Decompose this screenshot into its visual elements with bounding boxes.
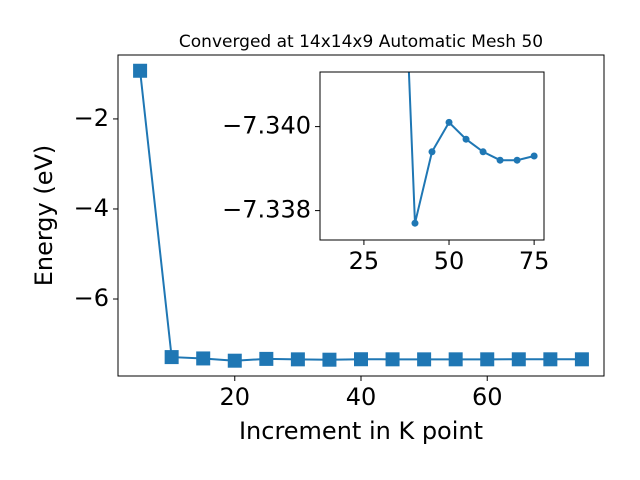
x-axis-label: Increment in K point bbox=[239, 417, 483, 445]
x-tick-label: 60 bbox=[472, 383, 503, 411]
data-marker bbox=[574, 352, 589, 367]
data-marker bbox=[290, 352, 305, 367]
y-tick-label: −4 bbox=[74, 194, 109, 222]
data-marker bbox=[480, 352, 495, 367]
x-tick-label: 25 bbox=[349, 247, 380, 275]
data-marker bbox=[196, 351, 211, 366]
data-marker bbox=[322, 352, 337, 367]
data-marker bbox=[513, 156, 521, 164]
data-marker bbox=[530, 152, 538, 160]
x-tick-label: 40 bbox=[346, 383, 377, 411]
data-marker bbox=[354, 352, 368, 367]
data-marker bbox=[511, 352, 526, 367]
axes-frame bbox=[117, 54, 605, 377]
y-tick-label: −7.340 bbox=[222, 112, 311, 140]
data-marker bbox=[445, 118, 453, 126]
data-marker bbox=[462, 135, 470, 143]
y-axis-label: Energy (eV) bbox=[30, 145, 58, 287]
x-tick-label: 20 bbox=[219, 383, 250, 411]
data-marker bbox=[227, 353, 242, 368]
data-marker bbox=[411, 219, 419, 227]
x-tick-label: 50 bbox=[434, 247, 465, 275]
data-marker bbox=[479, 148, 487, 156]
plot-content bbox=[133, 63, 589, 368]
data-marker bbox=[259, 351, 274, 366]
plot-content bbox=[407, 72, 538, 227]
data-marker bbox=[428, 148, 436, 156]
data-marker bbox=[385, 352, 400, 367]
y-tick-label: −7.338 bbox=[222, 196, 311, 224]
x-tick-label: 75 bbox=[519, 247, 550, 275]
data-marker bbox=[496, 156, 504, 164]
chart-title: Converged at 14x14x9 Automatic Mesh 50 bbox=[179, 32, 543, 52]
axes-frame bbox=[319, 71, 545, 241]
data-marker bbox=[417, 352, 432, 367]
data-marker bbox=[448, 352, 463, 367]
data-marker bbox=[133, 63, 148, 78]
y-tick-label: −2 bbox=[74, 104, 109, 132]
data-marker bbox=[164, 350, 179, 365]
y-tick-label: −6 bbox=[74, 284, 109, 312]
data-marker bbox=[543, 352, 558, 367]
